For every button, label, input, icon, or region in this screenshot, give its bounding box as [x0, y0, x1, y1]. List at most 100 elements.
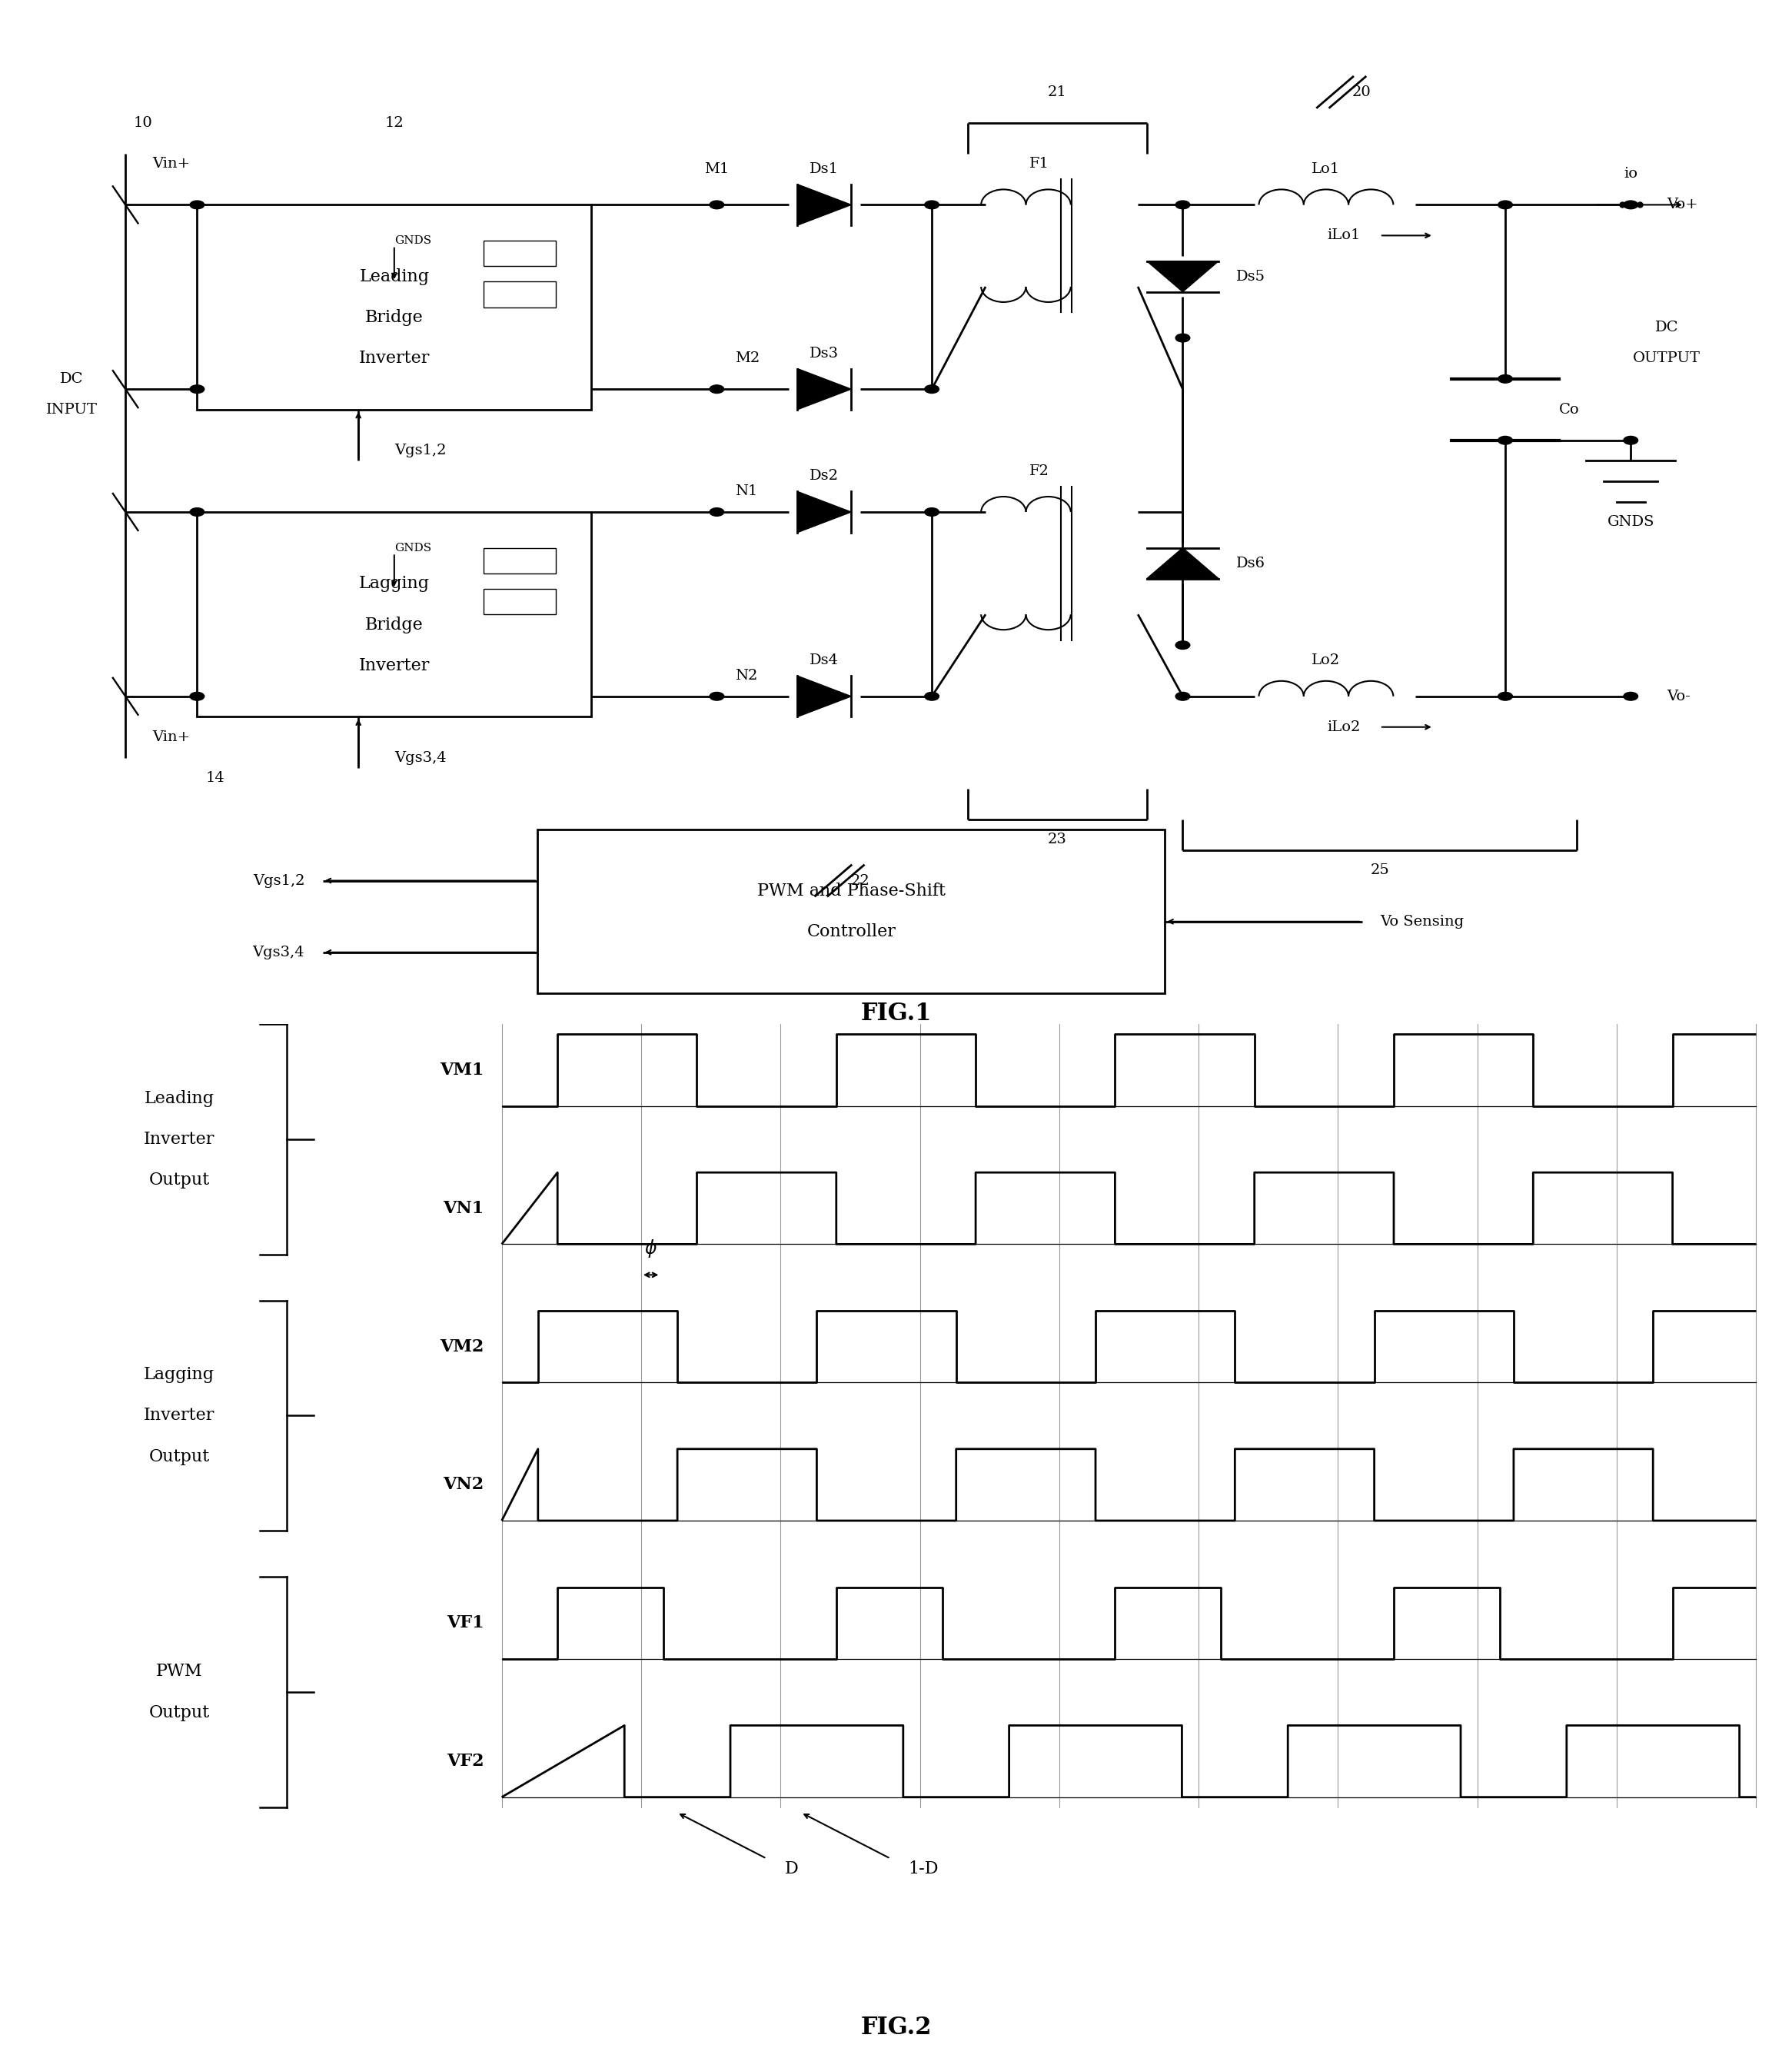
Text: FIG.1: FIG.1 [860, 1001, 932, 1026]
Text: Vo Sensing: Vo Sensing [1380, 915, 1464, 928]
Text: M1: M1 [704, 162, 729, 176]
Text: Co: Co [1559, 403, 1579, 416]
Text: DC: DC [1654, 322, 1679, 334]
Text: PWM and Phase-Shift: PWM and Phase-Shift [756, 883, 946, 899]
Text: Vo+: Vo+ [1667, 199, 1697, 211]
Text: GNDS: GNDS [394, 236, 432, 246]
Text: Lo2: Lo2 [1312, 653, 1340, 668]
Text: VN1: VN1 [443, 1200, 484, 1217]
Bar [197, 205, 591, 410]
Circle shape [925, 385, 939, 393]
Polygon shape [797, 369, 851, 410]
Text: 12: 12 [385, 117, 403, 129]
Polygon shape [797, 676, 851, 717]
Text: GNDS: GNDS [394, 543, 432, 553]
Text: Bridge: Bridge [366, 309, 423, 326]
Text: Ds5: Ds5 [1236, 270, 1265, 283]
Circle shape [925, 692, 939, 700]
Text: 1-D: 1-D [909, 1860, 939, 1878]
Circle shape [190, 692, 204, 700]
Text: Vgs1,2: Vgs1,2 [394, 444, 446, 457]
Text: Lagging: Lagging [358, 575, 430, 592]
Bar [484, 549, 556, 573]
Circle shape [190, 385, 204, 393]
Text: D: D [785, 1860, 797, 1878]
Bar [197, 512, 591, 717]
Text: VF2: VF2 [446, 1753, 484, 1769]
Text: Ds4: Ds4 [810, 653, 839, 668]
Polygon shape [797, 184, 851, 225]
Circle shape [1498, 201, 1512, 209]
Text: Inverter: Inverter [143, 1130, 215, 1147]
Circle shape [1498, 375, 1512, 383]
Text: INPUT: INPUT [47, 403, 97, 416]
Text: Ds2: Ds2 [810, 469, 839, 483]
Text: Ds3: Ds3 [810, 346, 839, 360]
Text: Controller: Controller [806, 924, 896, 940]
Bar [484, 240, 556, 266]
Text: GNDS: GNDS [1607, 516, 1654, 528]
Text: N2: N2 [735, 670, 758, 682]
Circle shape [710, 508, 724, 516]
Text: io: io [1624, 168, 1638, 180]
Text: Vin+: Vin+ [152, 158, 190, 170]
Text: 20: 20 [1353, 86, 1371, 98]
Text: VM2: VM2 [439, 1337, 484, 1356]
Circle shape [710, 385, 724, 393]
Bar [538, 829, 1165, 993]
Circle shape [190, 201, 204, 209]
Circle shape [1176, 334, 1190, 342]
Text: 22: 22 [851, 874, 869, 887]
Bar [484, 281, 556, 307]
Text: FIG.2: FIG.2 [860, 2015, 932, 2040]
Text: Vo-: Vo- [1667, 690, 1690, 702]
Text: Ds1: Ds1 [810, 162, 839, 176]
Text: 21: 21 [1048, 86, 1066, 98]
Text: Inverter: Inverter [143, 1407, 215, 1423]
Circle shape [1624, 201, 1638, 209]
Text: DC: DC [59, 373, 84, 385]
Text: OUTPUT: OUTPUT [1633, 352, 1701, 365]
Text: Vgs1,2: Vgs1,2 [253, 874, 305, 887]
Circle shape [1498, 692, 1512, 700]
Text: 14: 14 [206, 772, 224, 784]
Text: M2: M2 [735, 352, 760, 365]
Circle shape [925, 201, 939, 209]
Circle shape [1176, 201, 1190, 209]
Text: Vin+: Vin+ [152, 731, 190, 743]
Text: $\phi$: $\phi$ [645, 1237, 658, 1260]
Text: iLo1: iLo1 [1328, 229, 1360, 242]
Text: Bridge: Bridge [366, 616, 423, 633]
Circle shape [1176, 641, 1190, 649]
Text: Ds6: Ds6 [1236, 557, 1265, 569]
Circle shape [1624, 692, 1638, 700]
Circle shape [1176, 692, 1190, 700]
Circle shape [925, 508, 939, 516]
Circle shape [710, 692, 724, 700]
Text: Output: Output [149, 1448, 210, 1464]
Polygon shape [1147, 260, 1219, 291]
Polygon shape [1147, 547, 1219, 578]
Bar [484, 590, 556, 614]
Text: VM1: VM1 [439, 1061, 484, 1079]
Circle shape [190, 508, 204, 516]
Text: Vgs3,4: Vgs3,4 [253, 946, 305, 958]
Text: Inverter: Inverter [358, 350, 430, 367]
Text: Output: Output [149, 1704, 210, 1720]
Text: PWM: PWM [156, 1663, 202, 1679]
Text: F2: F2 [1029, 465, 1050, 477]
Text: F1: F1 [1029, 158, 1050, 170]
Text: 25: 25 [1371, 864, 1389, 877]
Text: Leading: Leading [143, 1090, 215, 1106]
Circle shape [1498, 436, 1512, 444]
Text: VN2: VN2 [443, 1477, 484, 1493]
Circle shape [1624, 436, 1638, 444]
Text: Inverter: Inverter [358, 657, 430, 674]
Text: 10: 10 [134, 117, 152, 129]
Text: N1: N1 [735, 485, 758, 498]
Text: Lo1: Lo1 [1312, 162, 1340, 176]
Text: Leading: Leading [358, 268, 430, 285]
Text: Output: Output [149, 1171, 210, 1188]
Text: Vgs3,4: Vgs3,4 [394, 752, 446, 764]
Text: Lagging: Lagging [143, 1366, 215, 1382]
